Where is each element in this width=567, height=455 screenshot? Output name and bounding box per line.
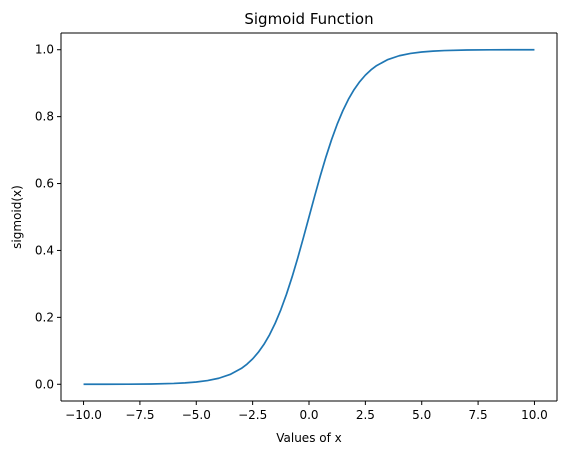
- x-tick-label: 5.0: [412, 408, 431, 422]
- x-tick-label: −10.0: [65, 408, 102, 422]
- y-tick-label: 0.2: [35, 310, 54, 324]
- x-tick-label: −2.5: [238, 408, 267, 422]
- x-tick-label: 7.5: [469, 408, 488, 422]
- x-tick-label: 0.0: [299, 408, 318, 422]
- chart-title: Sigmoid Function: [244, 10, 373, 28]
- y-tick-label: 0.0: [35, 377, 54, 391]
- y-tick-label: 1.0: [35, 43, 54, 57]
- x-tick-label: −7.5: [125, 408, 154, 422]
- series-line-0: [83, 48, 535, 386]
- x-axis-label: Values of x: [276, 431, 342, 445]
- y-tick-label: 0.8: [35, 110, 54, 124]
- x-tick-label: 10.0: [521, 408, 548, 422]
- y-tick-label: 0.6: [35, 177, 54, 191]
- x-tick-label: 2.5: [356, 408, 375, 422]
- y-axis-label: sigmoid(x): [10, 185, 24, 249]
- y-tick-label: 0.4: [35, 243, 54, 257]
- x-tick-label: −5.0: [182, 408, 211, 422]
- plot-area: −10.0 −7.5 −5.0 −2.5 0.0 2.5 5.0 7.5 10.0 0.0 0.2 0…: [35, 32, 558, 422]
